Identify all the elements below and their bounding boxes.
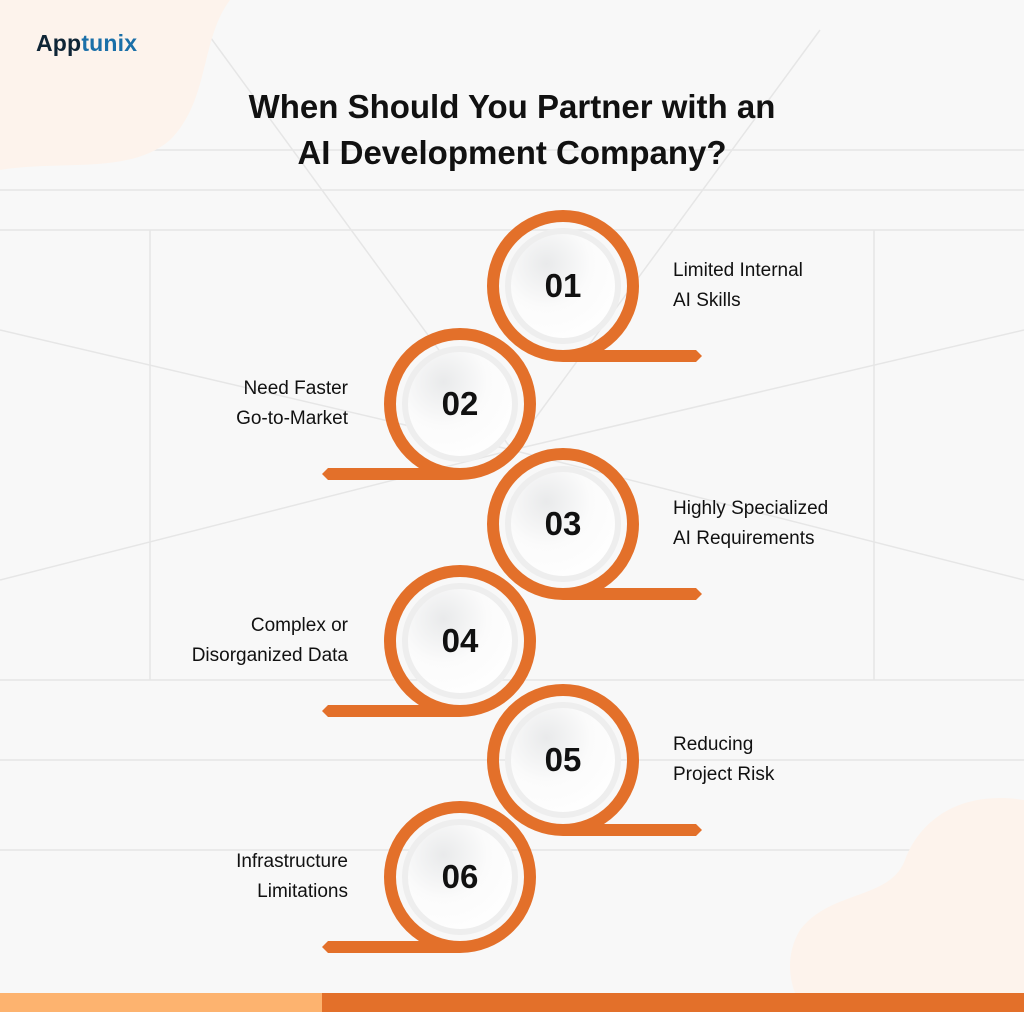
step-ring-01 [487, 210, 702, 362]
step-label: Need Faster Go-to-Market [236, 374, 348, 434]
title-line-2: AI Development Company? [297, 134, 727, 171]
step-label-line-2: AI Requirements [673, 528, 815, 549]
step-label-line-2: AI Skills [673, 290, 741, 311]
step-label-line-2: Go-to-Market [236, 408, 348, 429]
number-disc [505, 702, 621, 818]
title-line-1: When Should You Partner with an [248, 88, 776, 125]
corner-blob-top-left [0, 0, 230, 170]
step-label-line-2: Project Risk [673, 764, 775, 785]
step-label: Reducing Project Risk [673, 730, 774, 790]
step-number: 05 [544, 741, 582, 778]
step-number: 04 [441, 622, 479, 659]
apptunix-logo: Apptunix [36, 30, 137, 57]
step-number: 01 [544, 267, 582, 304]
number-disc [505, 228, 621, 344]
page-title: When Should You Partner with an AI Develo… [0, 84, 1024, 176]
step-label-line-1: Need Faster [243, 378, 348, 399]
number-disc [402, 583, 518, 699]
step-label: Infrastructure Limitations [236, 847, 348, 907]
number-disc [505, 466, 621, 582]
logo-text-blue: tunix [81, 30, 138, 56]
step-number: 03 [544, 505, 582, 542]
step-label: Complex or Disorganized Data [192, 611, 348, 671]
step-label-line-1: Complex or [250, 615, 348, 636]
step-ring-04 [322, 565, 536, 717]
step-label-line-2: Limitations [257, 881, 348, 902]
footer-bar-dark [322, 993, 1024, 1012]
footer-bar-light [0, 993, 322, 1012]
step-number: 02 [441, 385, 479, 422]
step-ring-06 [322, 801, 536, 953]
step-label: Highly Specialized AI Requirements [673, 494, 828, 554]
ring-tail [322, 941, 460, 953]
ring-tail [563, 588, 702, 600]
step-ring-03 [487, 448, 702, 600]
ring-tail [563, 824, 702, 836]
step-number: 06 [441, 858, 479, 895]
step-label-line-1: Limited Internal [673, 260, 803, 281]
corner-blob-bottom-right [790, 798, 1024, 993]
number-disc [402, 819, 518, 935]
logo-text-dark: App [36, 30, 82, 56]
step-label-line-1: Infrastructure [236, 851, 348, 872]
step-label-line-1: Reducing [673, 734, 754, 755]
step-ring-05 [487, 684, 702, 836]
step-label-line-2: Disorganized Data [191, 645, 348, 666]
ring-tail [322, 705, 460, 717]
number-disc [402, 346, 518, 462]
step-label: Limited Internal AI Skills [673, 256, 803, 316]
ring-tail [563, 350, 702, 362]
step-label-line-1: Highly Specialized [673, 498, 829, 519]
step-ring-02 [322, 328, 536, 480]
ring-tail [322, 468, 460, 480]
